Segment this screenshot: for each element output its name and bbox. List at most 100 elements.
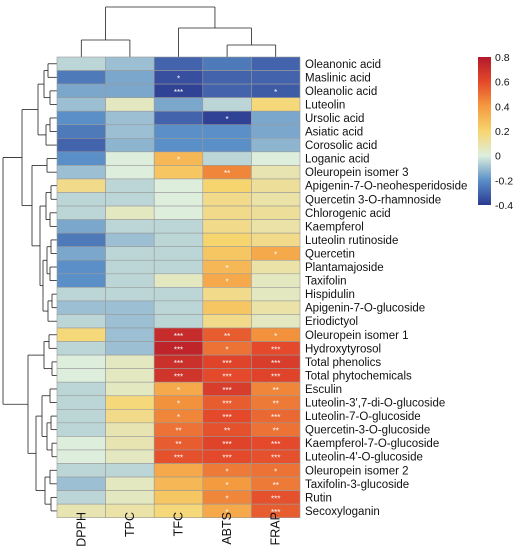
significance-marker: ***: [271, 440, 280, 449]
heatmap-cell: [251, 287, 301, 302]
significance-marker: ***: [174, 332, 183, 341]
heatmap-cell: [105, 422, 155, 437]
heatmap-cell: [251, 178, 301, 193]
row-label: Luteolin: [305, 99, 345, 111]
significance-marker: ***: [174, 88, 183, 97]
heatmap-cell: [56, 83, 106, 98]
color-scale-ticks: 0.8 0.6 0.4 0.2 0 -0.2 -0.4: [495, 52, 513, 212]
heatmap-cell: [202, 124, 252, 139]
heatmap-cell: [56, 476, 106, 491]
significance-marker: *: [226, 494, 229, 503]
row-label: Luteolin rutinoside: [305, 235, 398, 247]
heatmap-cell: [56, 97, 106, 112]
color-scale-tick-label: 0.2: [495, 126, 510, 138]
color-scale-tick-label: 0.8: [495, 52, 510, 64]
row-label: Total phenolics: [305, 357, 381, 369]
heatmap-cell: [56, 273, 106, 288]
row-label: Apigenin-7-O-glucoside: [305, 303, 425, 315]
heatmap-cell: [56, 436, 106, 451]
heatmap-cell: [202, 178, 252, 193]
heatmap-cell: [105, 287, 155, 302]
heatmap-cell: [105, 476, 155, 491]
heatmap-cell: [202, 287, 252, 302]
significance-marker: *: [177, 74, 180, 83]
row-dendrogram: [2, 63, 57, 512]
heatmap-cell: [202, 192, 252, 207]
heatmap-cell: [153, 246, 204, 261]
heatmap-cell: [105, 165, 155, 180]
heatmap-cell: [105, 395, 155, 410]
heatmap-cell: [153, 219, 204, 234]
heatmap-cell: [153, 476, 204, 491]
heatmap-cell: [251, 314, 301, 329]
significance-marker: *: [226, 508, 229, 517]
significance-marker: *: [226, 278, 229, 287]
heatmap-cell: [105, 354, 155, 369]
row-label: Taxifolin: [305, 276, 347, 288]
heatmap-cell: [56, 463, 106, 478]
significance-marker: ***: [222, 386, 231, 395]
heatmap-cell: [105, 138, 155, 153]
row-label: Kaempferol: [305, 221, 364, 233]
heatmap-cell: [105, 219, 155, 234]
color-legend: 0.8 0.6 0.4 0.2 0 -0.2 -0.4: [478, 52, 513, 212]
row-label: Secoxyloganin: [305, 506, 380, 518]
heatmap-cell: [105, 259, 155, 275]
heatmap-cell: [202, 246, 252, 261]
heatmap-cell: [105, 56, 155, 71]
column-label: TPC: [123, 512, 137, 537]
significance-markers: **** *********** ** **** * ****** *** ****** ***…: [174, 74, 281, 517]
row-label: Hispidulin: [305, 289, 355, 301]
color-scale-tick-label: 0: [495, 151, 501, 163]
heatmap-cell: [56, 368, 106, 383]
heatmap-cell: [105, 273, 155, 288]
heatmap-cell: [153, 314, 204, 329]
heatmap-cell: [105, 246, 155, 261]
significance-marker: **: [224, 332, 230, 341]
significance-marker: *: [226, 115, 229, 124]
significance-marker: *: [274, 250, 277, 259]
heatmap-cell: [105, 205, 155, 220]
color-scale-tick-label: -0.4: [495, 200, 513, 212]
significance-marker: *: [226, 264, 229, 273]
heatmap-cell: [56, 259, 106, 275]
heatmap-cell: [56, 300, 106, 315]
significance-marker: *: [177, 413, 180, 422]
color-scale-tick-label: 0.4: [495, 101, 510, 113]
heatmap-cell: [202, 151, 252, 166]
heatmap-cell: [105, 110, 155, 126]
heatmap-cell: [56, 490, 106, 505]
heatmap-cell: [56, 219, 106, 234]
significance-marker: *: [226, 345, 229, 354]
heatmap-cell: [251, 192, 301, 207]
color-scale-bar: [478, 57, 491, 205]
heatmap-cell: [251, 97, 301, 112]
row-label: Oleuropein isomer 2: [305, 465, 409, 477]
significance-marker: *: [177, 156, 180, 165]
row-label: Chlorogenic acid: [305, 208, 391, 220]
heatmap-cell: [105, 192, 155, 207]
heatmap-cell: [202, 232, 252, 247]
heatmap-cell: [105, 151, 155, 166]
significance-marker: ***: [174, 454, 183, 463]
heatmap-cell: [56, 327, 106, 342]
heatmap-cell: [251, 165, 301, 180]
heatmap-cell: [105, 463, 155, 478]
significance-marker: ***: [271, 359, 280, 368]
significance-marker: ***: [174, 372, 183, 381]
heatmap-cell: [251, 138, 301, 153]
significance-marker: ***: [271, 345, 280, 354]
heatmap-cell: [202, 83, 252, 98]
heatmap-cell: [56, 408, 106, 424]
column-label: FRAP: [269, 512, 283, 545]
heatmap-cell: [56, 110, 106, 126]
row-label: Rutin: [305, 492, 332, 504]
row-label: Kaempferol-7-O-glucoside: [305, 438, 439, 450]
heatmap-cell: [153, 110, 204, 126]
significance-marker: *: [274, 332, 277, 341]
row-label: Oleuropein isomer 3: [305, 167, 409, 179]
significance-marker: *: [274, 467, 277, 476]
heatmap-cell: [153, 56, 204, 71]
row-label: Plantamajoside: [305, 262, 384, 274]
significance-marker: ***: [174, 359, 183, 368]
